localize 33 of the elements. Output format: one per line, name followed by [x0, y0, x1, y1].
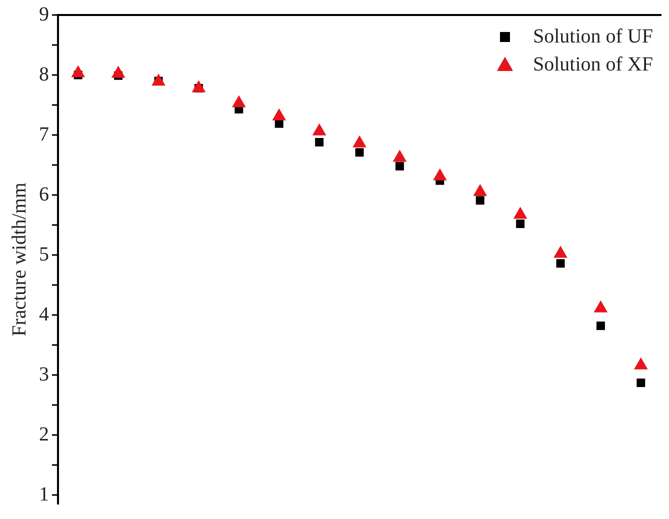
y-axis-title: Fracture width/mm	[8, 182, 30, 336]
point	[432, 168, 447, 180]
point	[111, 66, 126, 78]
point	[315, 138, 324, 146]
point	[596, 322, 605, 330]
point	[513, 206, 528, 219]
y-tick-label: 1	[39, 483, 49, 506]
point	[71, 65, 86, 78]
legend-label: Solution of UF	[532, 25, 654, 48]
y-tick-label: 6	[39, 183, 49, 206]
point	[192, 80, 206, 92]
y-tick-label: 4	[39, 303, 49, 326]
point	[152, 74, 166, 86]
point	[395, 162, 404, 170]
point	[636, 378, 646, 388]
y-tick-label: 9	[39, 3, 49, 26]
y-tick-label: 8	[39, 63, 49, 86]
y-tick-label: 5	[39, 243, 49, 266]
point	[516, 220, 525, 228]
point	[392, 150, 407, 162]
y-tick-label: 2	[39, 423, 49, 446]
point	[556, 259, 565, 268]
legend-label: Solution of XF	[532, 53, 654, 76]
point	[352, 135, 366, 148]
point	[476, 196, 484, 205]
y-tick-label: 3	[39, 363, 49, 386]
point	[312, 123, 326, 136]
point	[232, 95, 246, 108]
point	[355, 148, 364, 157]
point	[272, 108, 286, 120]
point	[554, 246, 568, 258]
point	[473, 184, 488, 196]
y-tick-label: 7	[39, 123, 49, 146]
